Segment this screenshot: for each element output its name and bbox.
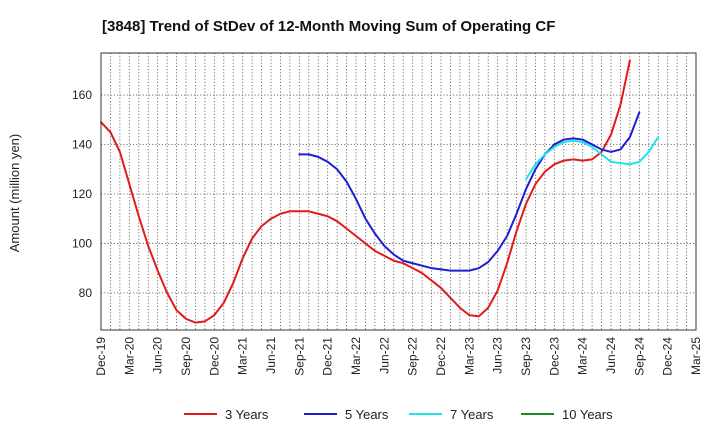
x-tick-label: Mar-23 — [462, 337, 476, 375]
x-tick-label: Mar-22 — [349, 337, 363, 375]
x-tick-label: Mar-21 — [236, 337, 250, 375]
chart-title: [3848] Trend of StDev of 12-Month Moving… — [102, 18, 555, 35]
x-tick-label: Sep-22 — [406, 337, 420, 376]
series-line-5-years — [298, 111, 641, 272]
y-tick-label: 80 — [79, 286, 93, 300]
legend-label: 3 Years — [225, 407, 269, 422]
y-tick-label: 120 — [72, 187, 92, 201]
x-tick-label: Sep-23 — [519, 337, 533, 376]
x-tick-label: Jun-24 — [604, 337, 618, 374]
series-layer — [100, 59, 660, 324]
plot-frame — [100, 52, 697, 331]
legend-label: 10 Years — [562, 407, 613, 422]
y-tick-labels: 80 100 120 140 160 — [72, 88, 92, 300]
y-axis-label: Amount (million yen) — [7, 134, 22, 253]
legend-label: 5 Years — [345, 407, 389, 422]
x-tick-label: Dec-23 — [547, 337, 561, 376]
y-tick-label: 140 — [72, 138, 92, 152]
x-tick-label: Dec-19 — [94, 337, 108, 376]
legend-label: 7 Years — [450, 407, 494, 422]
x-tick-label: Sep-24 — [632, 337, 646, 376]
x-tick-label: Jun-23 — [491, 337, 505, 374]
x-tick-label: Dec-21 — [321, 337, 335, 376]
x-tick-label: Dec-20 — [207, 337, 221, 376]
series-line-7-years — [525, 136, 660, 181]
x-tick-label: Jun-21 — [264, 337, 278, 374]
x-tick-label: Sep-21 — [292, 337, 306, 376]
x-tick-label: Dec-24 — [661, 337, 675, 376]
y-tick-label: 160 — [72, 88, 92, 102]
x-tick-label: Mar-24 — [576, 337, 590, 375]
x-tick-label: Jun-22 — [377, 337, 391, 374]
x-tick-label: Mar-25 — [689, 337, 703, 375]
x-tick-label: Mar-20 — [122, 337, 136, 375]
grid-layer — [101, 53, 696, 330]
x-tick-label: Dec-22 — [434, 337, 448, 376]
legend: 3 Years 5 Years 7 Years 10 Years — [184, 407, 613, 422]
x-tick-labels: Dec-19 Mar-20 Jun-20 Sep-20 Dec-20 Mar-21 Jun-… — [94, 337, 703, 376]
y-tick-label: 100 — [72, 236, 92, 250]
x-tick-label: Sep-20 — [179, 337, 193, 376]
x-tick-label: Jun-20 — [151, 337, 165, 374]
series-line-3-years — [100, 59, 631, 324]
